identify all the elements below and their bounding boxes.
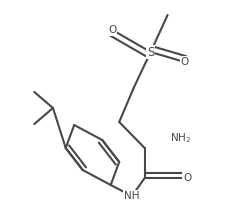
Text: S: S (147, 46, 154, 58)
Text: O: O (183, 173, 191, 183)
Text: NH$_2$: NH$_2$ (170, 131, 191, 145)
Text: O: O (180, 57, 189, 67)
Text: NH: NH (124, 191, 140, 201)
Text: O: O (108, 25, 116, 35)
